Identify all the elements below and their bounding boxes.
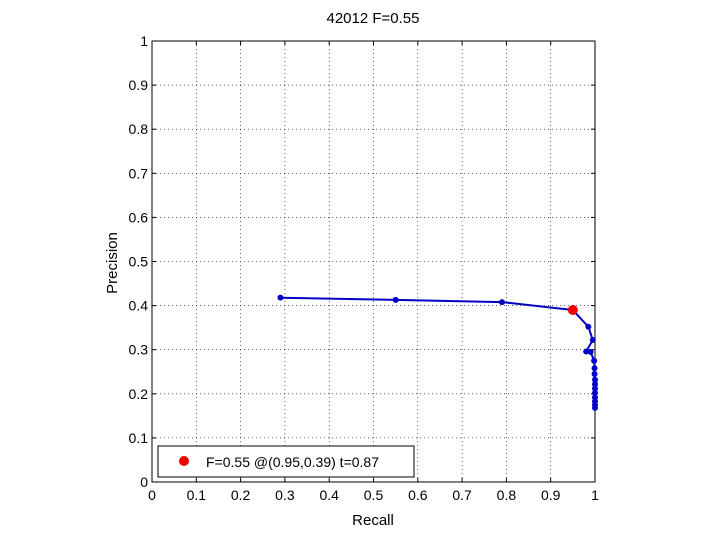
pr-curve-point <box>591 365 598 372</box>
y-tick-label: 0.9 <box>129 77 149 93</box>
x-tick-label: 0.2 <box>231 487 251 503</box>
pr-curve-point <box>587 348 594 355</box>
y-tick-label: 0.5 <box>129 254 149 270</box>
y-tick-label: 1 <box>140 33 148 49</box>
x-tick-label: 0.5 <box>364 487 384 503</box>
x-tick-label: 0.9 <box>541 487 561 503</box>
x-tick-label: 0.1 <box>187 487 207 503</box>
pr-curve-point <box>585 323 592 330</box>
y-axis-title: Precision <box>104 232 121 294</box>
pr-curve-point <box>592 376 598 383</box>
pr-curve-point <box>589 336 596 343</box>
chart-title: 42012 F=0.55 <box>327 10 420 27</box>
pr-curve-point <box>498 299 505 306</box>
y-tick-label: 0.3 <box>129 342 149 358</box>
y-tick-label: 0.4 <box>129 298 149 314</box>
y-tick-label: 0 <box>140 474 148 490</box>
x-tick-label: 0.8 <box>497 487 517 503</box>
axis-ticks: 0 0.1 0.2 0.3 0.4 0.5 0.6 0.7 0.8 0.9 1 0 0.1 0.2 0.3 0… <box>129 33 600 503</box>
grid <box>152 41 595 482</box>
y-tick-label: 0.6 <box>129 209 149 225</box>
pr-curve-point <box>392 296 399 303</box>
legend-marker <box>179 456 189 466</box>
best-f-marker <box>567 305 578 316</box>
x-axis-title: Recall <box>352 512 394 529</box>
legend-label: F=0.55 @(0.95,0.39) t=0.87 <box>206 454 379 470</box>
pr-curve-point <box>592 389 598 396</box>
x-tick-label: 1 <box>591 487 599 503</box>
x-tick-label: 0 <box>148 487 156 503</box>
y-tick-label: 0.7 <box>129 165 149 181</box>
pr-curve-point <box>592 404 598 411</box>
series-group <box>277 294 598 411</box>
x-tick-label: 0.6 <box>408 487 428 503</box>
y-tick-label: 0.2 <box>129 386 149 402</box>
legend-box <box>157 445 415 478</box>
pr-curve-point <box>277 294 284 301</box>
legend: F=0.55 @(0.95,0.39) t=0.87 <box>157 445 415 478</box>
pr-curve-point <box>583 348 590 355</box>
pr-curve-point <box>592 385 598 392</box>
pr-curve-point <box>592 381 598 388</box>
x-tick-label: 0.4 <box>319 487 339 503</box>
pr-curve-point <box>591 357 598 364</box>
x-tick-label: 0.7 <box>452 487 472 503</box>
y-tick-label: 0.1 <box>129 430 149 446</box>
y-tick-label: 0.8 <box>129 121 149 137</box>
pr-curve-point <box>591 370 598 377</box>
x-tick-label: 0.3 <box>275 487 295 503</box>
